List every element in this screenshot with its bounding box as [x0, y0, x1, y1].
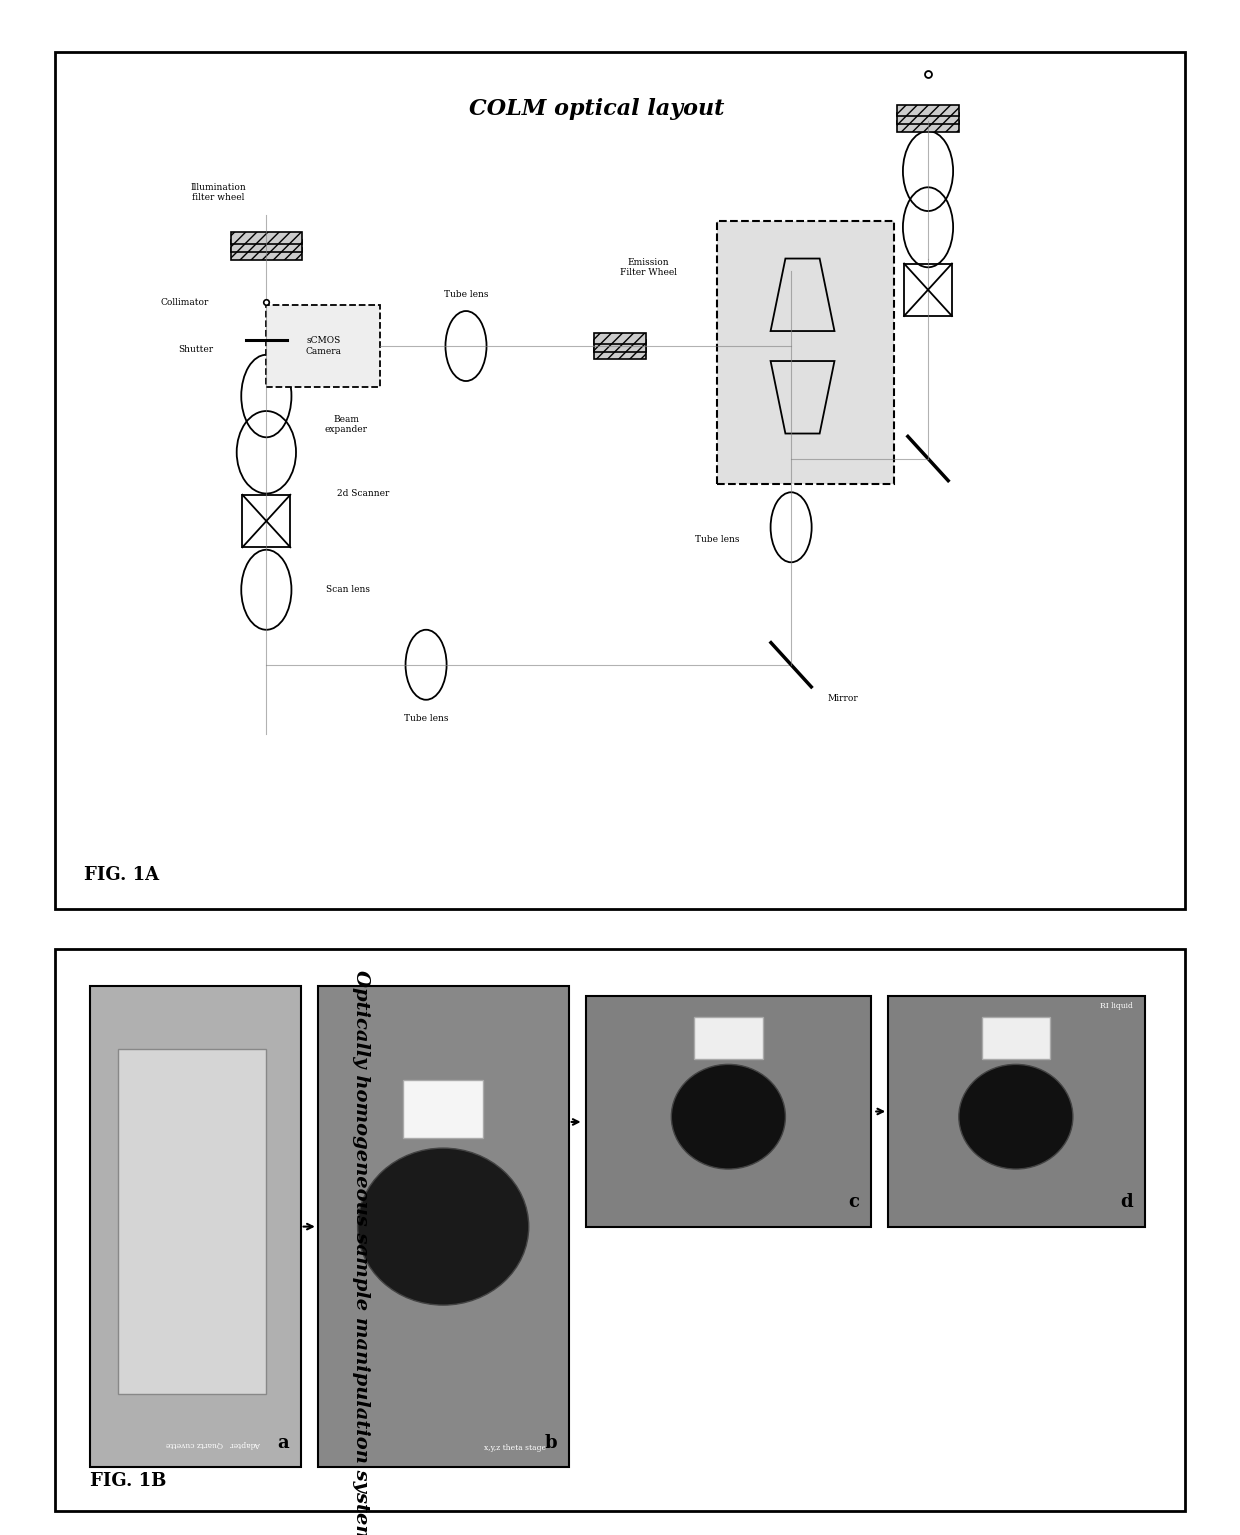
- Text: RI liquid: RI liquid: [1100, 1001, 1133, 1010]
- Text: a: a: [278, 1434, 289, 1452]
- Text: COLM optical layout: COLM optical layout: [470, 98, 725, 120]
- Text: Illumination
filter wheel: Illumination filter wheel: [191, 183, 247, 203]
- Circle shape: [959, 1064, 1073, 1170]
- Text: Scan lens: Scan lens: [326, 585, 371, 594]
- Text: Collimator: Collimator: [160, 298, 208, 307]
- Bar: [888, 996, 1145, 1226]
- Bar: [267, 305, 381, 387]
- Text: FIG. 1B: FIG. 1B: [89, 1472, 166, 1490]
- Circle shape: [357, 1148, 528, 1305]
- Bar: [897, 104, 960, 117]
- Bar: [231, 232, 301, 244]
- Bar: [594, 348, 646, 359]
- Text: FIG. 1A: FIG. 1A: [84, 866, 159, 884]
- Text: Mirror: Mirror: [827, 694, 858, 703]
- Bar: [904, 264, 952, 316]
- Text: b: b: [544, 1434, 557, 1452]
- Text: 2d Scanner: 2d Scanner: [337, 490, 389, 497]
- Text: Tube lens: Tube lens: [694, 536, 739, 545]
- Bar: [982, 1018, 1050, 1059]
- Text: d: d: [1121, 1193, 1133, 1211]
- Bar: [242, 494, 290, 548]
- Text: c: c: [848, 1193, 859, 1211]
- Bar: [118, 1048, 267, 1394]
- Text: Optically homogeneous sample manipulation system: Optically homogeneous sample manipulatio…: [352, 970, 370, 1535]
- Text: Emission
Filter Wheel: Emission Filter Wheel: [620, 258, 677, 278]
- Text: sCMOS
Camera: sCMOS Camera: [305, 336, 341, 356]
- Bar: [897, 121, 960, 132]
- Text: Tube lens: Tube lens: [404, 714, 449, 723]
- Bar: [594, 333, 646, 344]
- Bar: [231, 239, 301, 252]
- Text: x,y,z theta stage: x,y,z theta stage: [484, 1443, 546, 1452]
- Bar: [594, 341, 646, 352]
- Bar: [403, 1081, 484, 1137]
- Bar: [694, 1018, 763, 1059]
- Text: Shutter: Shutter: [179, 345, 213, 355]
- Bar: [89, 985, 300, 1467]
- Bar: [717, 221, 894, 484]
- Bar: [317, 985, 569, 1467]
- Bar: [231, 249, 301, 261]
- Circle shape: [671, 1064, 785, 1170]
- Text: Beam
expander: Beam expander: [325, 414, 368, 434]
- Text: Quartz cuvette: Quartz cuvette: [166, 1440, 223, 1449]
- Text: Adapter: Adapter: [229, 1440, 260, 1449]
- Text: Tube lens: Tube lens: [444, 290, 489, 299]
- Bar: [585, 996, 870, 1226]
- Bar: [897, 114, 960, 124]
